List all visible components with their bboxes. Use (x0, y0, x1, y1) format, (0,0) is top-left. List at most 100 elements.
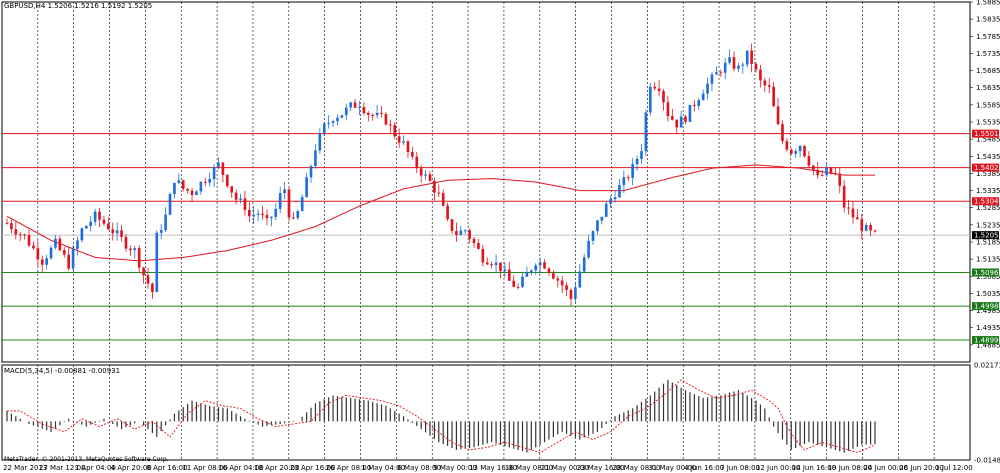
candle-body (80, 228, 84, 241)
candle-body (305, 177, 308, 198)
candle-body (234, 192, 238, 200)
candle-body (433, 180, 436, 193)
candle-body (283, 189, 286, 194)
candle-body (107, 223, 110, 230)
candle-body (137, 248, 141, 268)
candle-body (248, 209, 251, 217)
candle-body (662, 91, 665, 103)
candle-body (547, 268, 551, 274)
candle-body (256, 213, 260, 215)
candle-body (732, 57, 736, 69)
candle-body (613, 197, 617, 200)
candle-body (772, 86, 775, 107)
time-tick-label: 1 Apr 04:00 (75, 464, 116, 472)
candle-body (129, 248, 132, 251)
copyright-note: MetaTrader, © 2001-2013, MetaQuotes Soft… (4, 456, 169, 463)
candle-body (789, 149, 793, 154)
moving-average-line (6, 164, 875, 262)
time-tick-label: 14 Jun 16:00 (792, 464, 836, 472)
macd-panel-frame (1, 364, 971, 461)
candle-body (591, 231, 595, 241)
candle-body (825, 167, 828, 176)
candle-body (49, 247, 53, 259)
time-tick-label: 27 Mar 12:00 (39, 464, 86, 472)
candle-body (600, 216, 604, 221)
time-tick-label: 28 May 08:00 (612, 464, 660, 472)
candle-body (499, 262, 502, 272)
candle-body (807, 156, 811, 166)
candle-body (820, 175, 824, 177)
price-tick-label: 1.5635 (976, 84, 1000, 92)
candle-body (186, 188, 189, 191)
candle-body (741, 64, 745, 66)
level-price-label: 1.4998 (974, 303, 999, 311)
candle-body (468, 230, 471, 239)
candle-body (723, 62, 727, 73)
candle-body (71, 248, 75, 269)
candle-body (640, 151, 643, 159)
candle-body (587, 240, 590, 258)
candle-body (635, 158, 639, 165)
candle-body (446, 205, 449, 220)
candle-body (155, 232, 159, 293)
candle-body (45, 258, 48, 265)
candle-body (190, 190, 194, 196)
candle-body (472, 238, 476, 244)
price-tick-label: 1.5135 (976, 256, 1000, 264)
time-tick-label: 26 Jun 20:00 (899, 464, 943, 472)
candle-body (494, 262, 498, 266)
candle-body (754, 63, 758, 70)
candle-body (384, 113, 388, 125)
candle-body (798, 145, 802, 152)
level-price-tag (972, 231, 999, 240)
candle-body (578, 271, 582, 288)
candle-body (776, 106, 780, 125)
candle-body (622, 177, 626, 186)
candle-body (670, 116, 674, 120)
time-tick-label: 6 May 08:00 (397, 464, 441, 472)
candle-body (89, 221, 93, 226)
candle-body (856, 217, 859, 220)
candle-body (340, 115, 344, 118)
candle-body (538, 262, 542, 266)
time-tick-label: 4 Apr 20:00 (111, 464, 152, 472)
macd-signal-line (7, 379, 876, 454)
candle-body (243, 198, 247, 210)
macd-header: MACD(5,34,5) -0.00881 -0.00931 (4, 367, 121, 375)
candle-body (274, 208, 278, 217)
time-tick-label: 22 Mar 2013 (3, 464, 47, 472)
candle-body (437, 192, 441, 194)
candle-body (344, 107, 348, 116)
candles-group (5, 43, 877, 306)
symbol-header: GBPUSD,H4 1.5206 1.5216 1.5192 1.5205 (4, 2, 153, 10)
candle-body (745, 50, 749, 65)
candle-body (521, 276, 524, 287)
candle-body (552, 273, 555, 279)
candle-body (477, 243, 480, 249)
candle-body (666, 102, 670, 117)
candle-body (534, 265, 538, 271)
price-tick-label: 1.5685 (976, 67, 1000, 75)
candle-body (574, 287, 577, 299)
price-tick-label: 1.5585 (976, 101, 1000, 109)
macd-tick-label: -0.01486 (974, 457, 1000, 465)
time-tick-label: 8 Apr 16:00 (146, 464, 187, 472)
candle-body (873, 230, 877, 232)
candle-body (441, 193, 445, 206)
candle-body (142, 267, 145, 276)
time-tick-label: 23 Apr 16:00 (290, 464, 336, 472)
candle-body (261, 213, 264, 216)
candle-body (146, 275, 150, 284)
candle-body (679, 116, 683, 128)
candle-body (860, 219, 864, 231)
price-tick-label: 1.5235 (976, 221, 1000, 229)
candle-body (54, 238, 57, 248)
candle-body (569, 289, 573, 299)
price-tick-label: 1.5335 (976, 187, 1000, 195)
price-tick-label: 1.4985 (976, 307, 1000, 315)
candle-body (803, 145, 806, 157)
level-price-tag (972, 129, 999, 138)
level-price-tag (972, 268, 999, 277)
candle-body (719, 72, 723, 74)
candle-body (10, 223, 13, 230)
